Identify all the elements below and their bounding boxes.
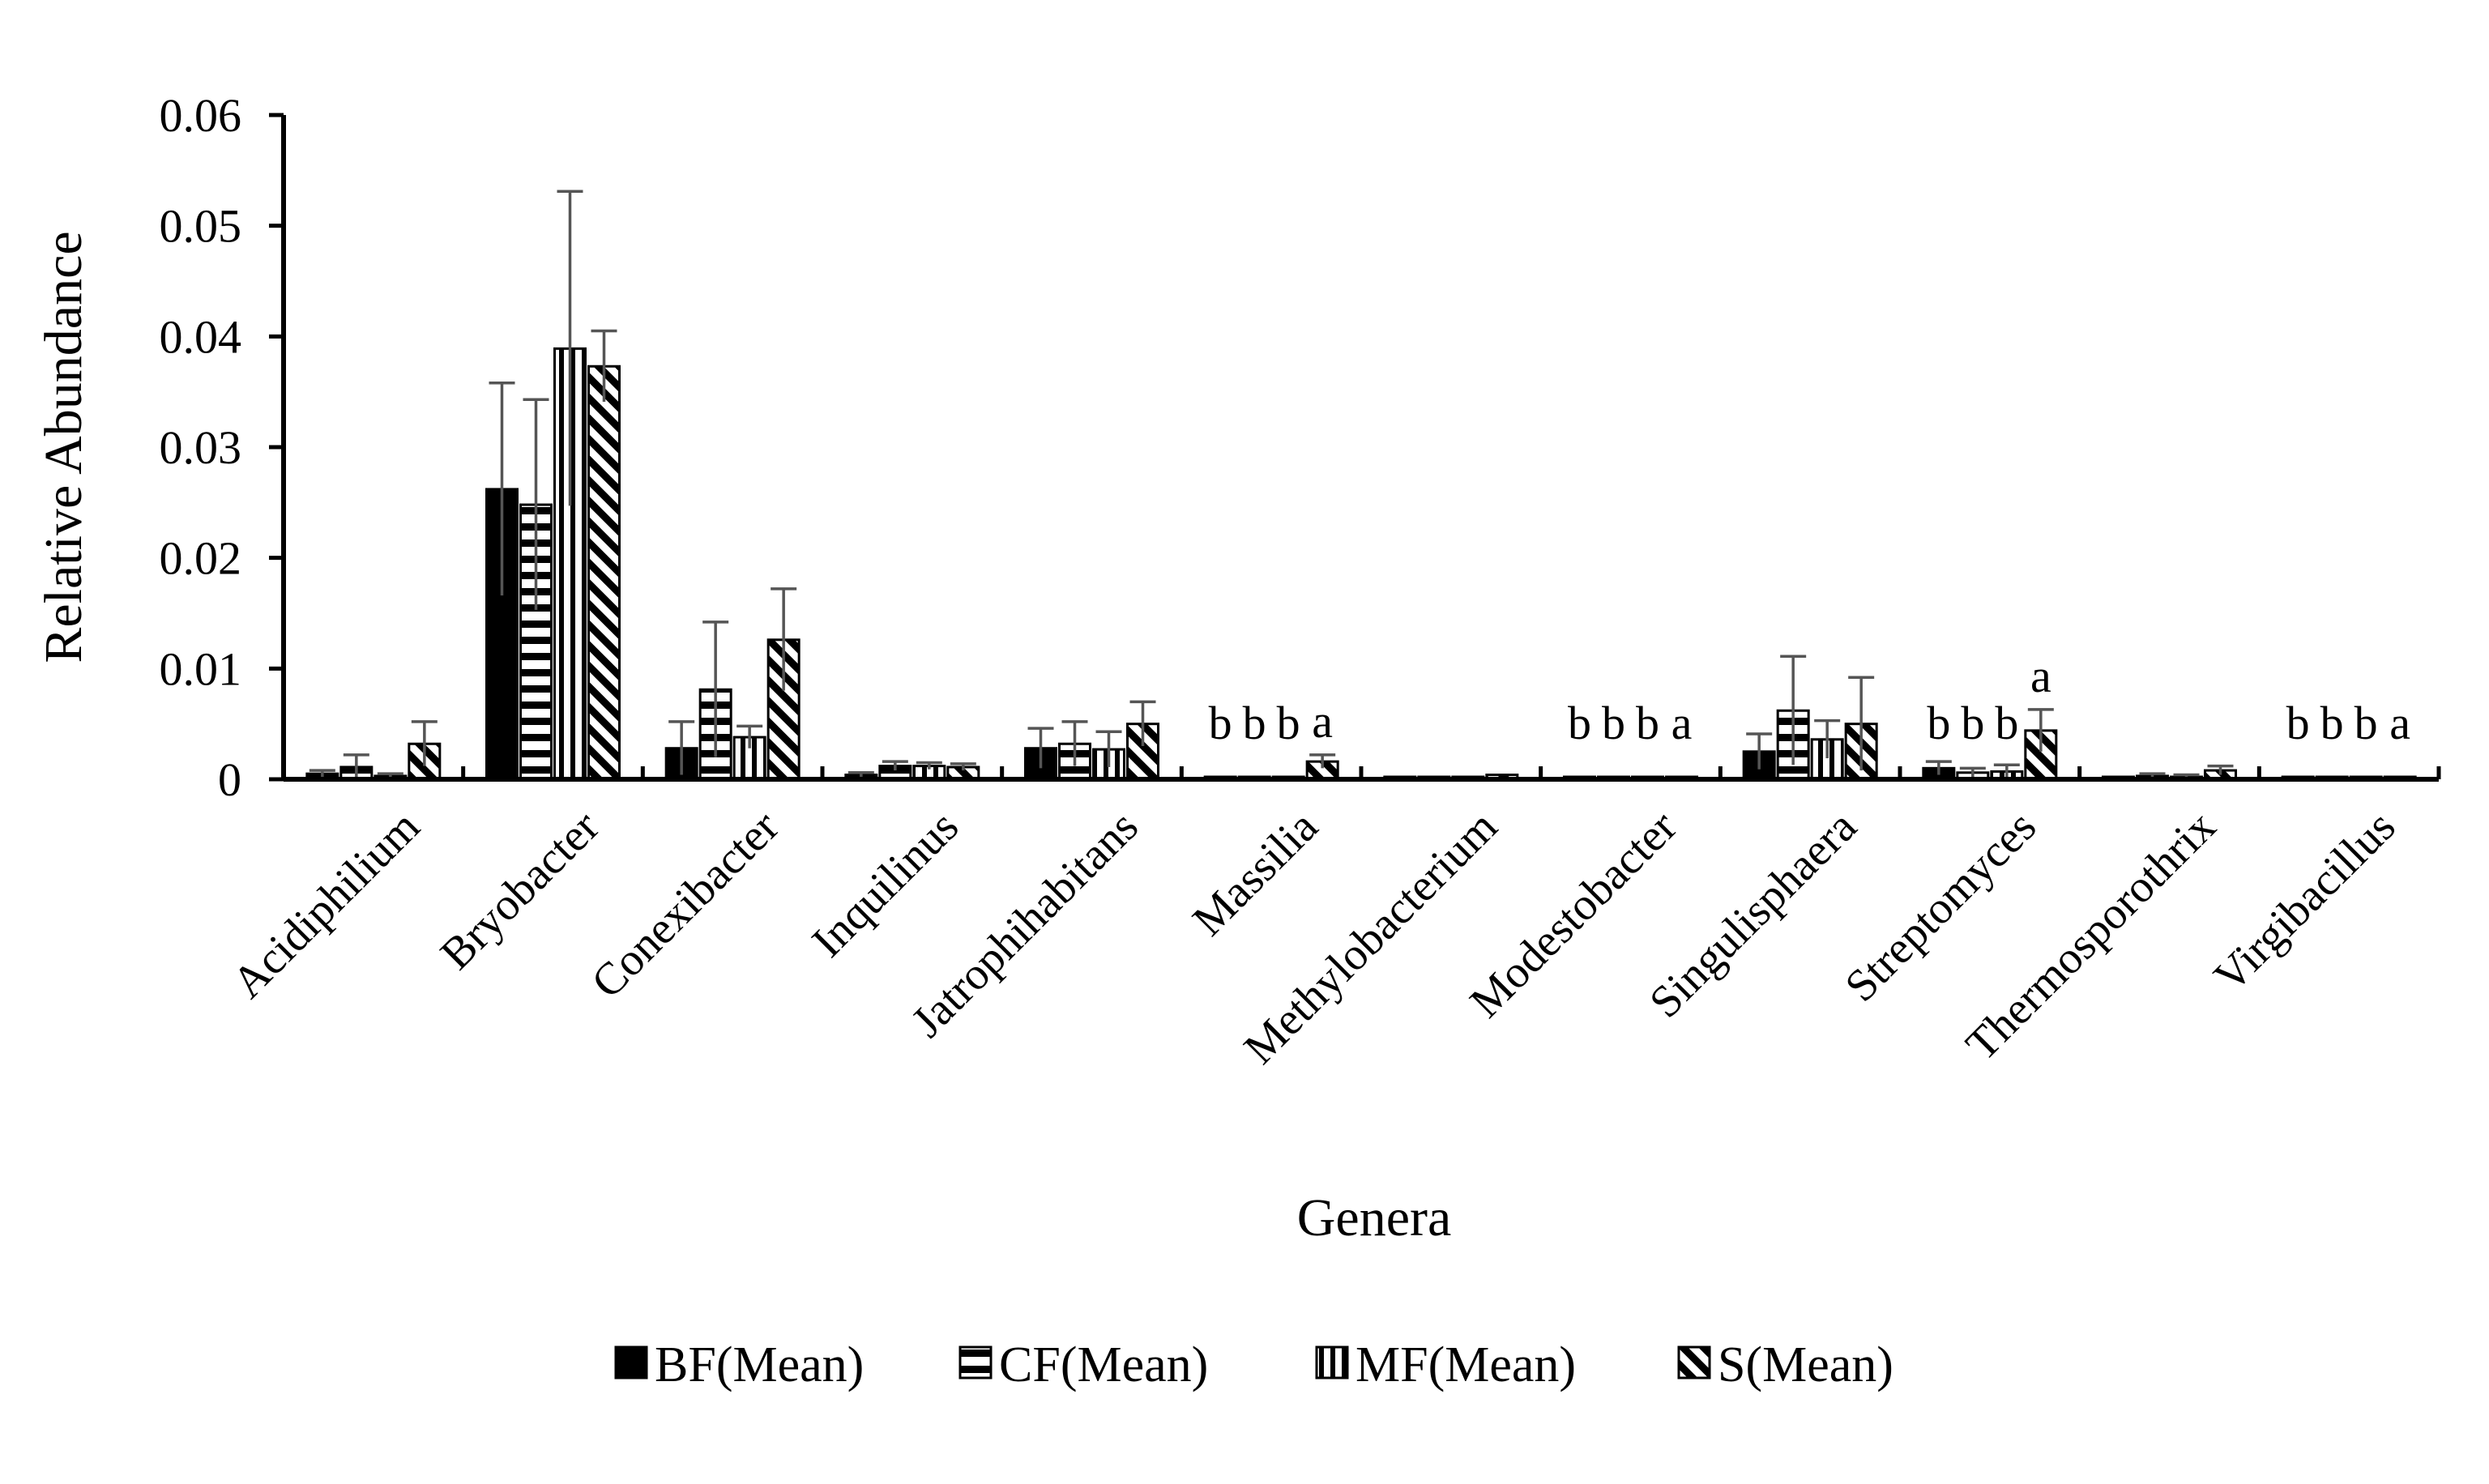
significance-letter: a [1312, 695, 1333, 748]
legend-item-bf-mean: BF(Mean) [614, 1337, 864, 1392]
significance-letter: b [2355, 697, 2378, 749]
error-bar-bryobacter-bf-mean [489, 381, 515, 596]
significance-letter: b [1927, 697, 1950, 749]
plot-area: 00.010.020.030.040.050.06 b b b a b b b a b b bab b… [160, 89, 2441, 1074]
error-bar-acidiphilium-s-mean [411, 720, 438, 766]
error-bar-streptomyces-cf-mean [1959, 766, 1986, 778]
error-bar-bryobacter-cf-mean [523, 398, 549, 610]
error-bar-singulisphaera-mf-mean [1814, 719, 1841, 759]
error-bar-streptomyces-bf-mean [1925, 760, 1952, 775]
significance-letter: a [2389, 697, 2410, 749]
significance-letter: b [1209, 697, 1232, 749]
error-bar-singulisphaera-bf-mean [1746, 732, 1773, 770]
significance-letter: b [2286, 697, 2310, 749]
error-bar-singulisphaera-cf-mean [1780, 655, 1807, 765]
error-bar-jatrophihabitans-cf-mean [1061, 720, 1088, 766]
bar-marks [305, 347, 2417, 781]
significance-letter: a [2030, 650, 2051, 702]
error-bar-jatrophihabitans-mf-mean [1095, 730, 1122, 767]
error-bars [309, 190, 2234, 779]
legend-item-cf-mean: CF(Mean) [958, 1337, 1208, 1392]
error-bar-massilia-s-mean [1309, 753, 1336, 769]
error-bar-thermosporothrix-s-mean [2207, 764, 2234, 775]
significance-letter: b [1602, 697, 1625, 749]
y-tick-label: 0.04 [160, 310, 242, 363]
legend-label: MF(Mean) [1356, 1337, 1576, 1392]
legend-label: BF(Mean) [655, 1337, 864, 1392]
significance-letter: b [2320, 697, 2344, 749]
significance-letter: b [1995, 697, 2018, 749]
error-bar-conexibacter-mf-mean [736, 724, 763, 748]
category-label-inquilinus: Inquilinus [803, 801, 968, 966]
x-axis-title: Genera [1297, 1188, 1452, 1247]
category-label-bryobacter: Bryobacter [431, 801, 609, 979]
y-tick-label: 0.03 [160, 421, 242, 474]
significance-letter: b [1568, 697, 1591, 749]
bar-bryobacter-s-mean [587, 365, 621, 781]
category-label-acidiphilium: Acidiphilium [223, 801, 429, 1008]
error-bar-conexibacter-bf-mean [668, 720, 695, 775]
y-tick-label: 0.01 [160, 642, 242, 695]
significance-letter: a [1671, 697, 1693, 749]
category-label-massilia: Massilia [1183, 801, 1327, 945]
error-bar-jatrophihabitans-bf-mean [1027, 727, 1054, 769]
y-tick-label: 0.06 [160, 89, 242, 142]
legend-label: CF(Mean) [999, 1337, 1208, 1392]
significance-letter: b [1277, 697, 1300, 749]
error-bar-inquilinus-s-mean [950, 762, 976, 771]
error-bar-inquilinus-mf-mean [916, 761, 942, 770]
error-bar-singulisphaera-s-mean [1848, 676, 1875, 771]
error-bar-inquilinus-bf-mean [847, 771, 874, 778]
legend-swatch [958, 1345, 993, 1380]
error-bar-streptomyces-mf-mean [1993, 763, 2020, 778]
category-label-virgibacillus: Virgibacillus [2205, 801, 2405, 1001]
error-bar-inquilinus-cf-mean [882, 760, 908, 771]
y-tick-label: 0.02 [160, 532, 242, 585]
legend-item-s-mean: S(Mean) [1677, 1337, 1893, 1392]
significance-letters: b b b a b b b a b b bab b b a [1209, 650, 2410, 749]
significance-letter: b [1636, 697, 1659, 749]
legend-swatch [1315, 1345, 1349, 1380]
significance-letter: b [1961, 697, 1984, 749]
error-bar-acidiphilium-bf-mean [309, 769, 335, 778]
y-tick-label: 0.05 [160, 200, 242, 253]
error-bar-streptomyces-s-mean [2027, 708, 2054, 752]
legend-item-mf-mean: MF(Mean) [1315, 1337, 1576, 1392]
y-tick-label: 0 [218, 753, 241, 806]
y-axis-ticks: 0 0.01 0.02 0.03 0.04 0.05 0.06 [160, 89, 284, 806]
error-bar-jatrophihabitans-s-mean [1129, 700, 1156, 746]
category-label-conexibacter: Conexibacter [582, 801, 788, 1008]
legend-label: S(Mean) [1718, 1337, 1893, 1392]
legend-swatch [1677, 1345, 1711, 1380]
error-bar-bryobacter-s-mean [591, 329, 617, 402]
legend-swatch [614, 1345, 648, 1380]
legend: BF(Mean) CF(Mean) MF(Mean) S(Mean) [614, 1337, 1893, 1392]
error-bar-conexibacter-s-mean [771, 587, 797, 691]
y-axis-title: Relative Abundance [34, 231, 93, 663]
error-bar-acidiphilium-cf-mean [343, 753, 369, 779]
significance-letter: b [1243, 697, 1266, 749]
error-bar-bryobacter-mf-mean [557, 190, 583, 506]
error-bar-conexibacter-cf-mean [702, 620, 729, 757]
x-axis-ticks [461, 766, 2441, 779]
